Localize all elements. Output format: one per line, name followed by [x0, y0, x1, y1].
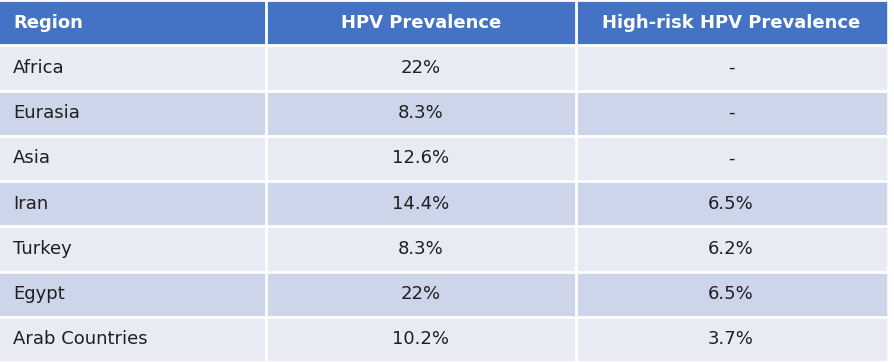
Bar [0, 45, 266, 90]
Bar [0, 136, 266, 181]
Text: Asia: Asia [13, 150, 51, 167]
Bar [576, 136, 886, 181]
Text: 12.6%: 12.6% [392, 150, 450, 167]
Bar [0, 272, 266, 317]
Bar [266, 136, 576, 181]
Text: Egypt: Egypt [13, 285, 65, 303]
Bar [266, 272, 576, 317]
Text: Eurasia: Eurasia [13, 104, 80, 122]
Bar [576, 90, 886, 136]
Text: 22%: 22% [401, 285, 441, 303]
Text: 10.2%: 10.2% [392, 331, 450, 348]
Bar [576, 226, 886, 272]
Text: -: - [728, 150, 734, 167]
Text: 6.5%: 6.5% [708, 195, 754, 212]
Bar [0, 181, 266, 226]
Text: 8.3%: 8.3% [398, 240, 443, 258]
Text: 22%: 22% [401, 59, 441, 77]
Bar [576, 45, 886, 90]
Bar [266, 45, 576, 90]
Text: High-risk HPV Prevalence: High-risk HPV Prevalence [602, 14, 860, 31]
Text: Turkey: Turkey [13, 240, 72, 258]
Bar [266, 181, 576, 226]
Bar [266, 0, 576, 45]
Text: 6.5%: 6.5% [708, 285, 754, 303]
Text: Africa: Africa [13, 59, 65, 77]
Bar [266, 90, 576, 136]
Bar [576, 0, 886, 45]
Bar [576, 272, 886, 317]
Text: Region: Region [13, 14, 83, 31]
Bar [0, 90, 266, 136]
Bar [0, 0, 266, 45]
Bar [576, 317, 886, 362]
Text: -: - [728, 104, 734, 122]
Bar [266, 317, 576, 362]
Bar [0, 317, 266, 362]
Text: 8.3%: 8.3% [398, 104, 443, 122]
Bar [576, 181, 886, 226]
Text: HPV Prevalence: HPV Prevalence [341, 14, 501, 31]
Text: Arab Countries: Arab Countries [13, 331, 148, 348]
Text: 6.2%: 6.2% [708, 240, 754, 258]
Text: Iran: Iran [13, 195, 48, 212]
Text: -: - [728, 59, 734, 77]
Text: 3.7%: 3.7% [708, 331, 754, 348]
Bar [266, 226, 576, 272]
Bar [0, 226, 266, 272]
Text: 14.4%: 14.4% [392, 195, 450, 212]
